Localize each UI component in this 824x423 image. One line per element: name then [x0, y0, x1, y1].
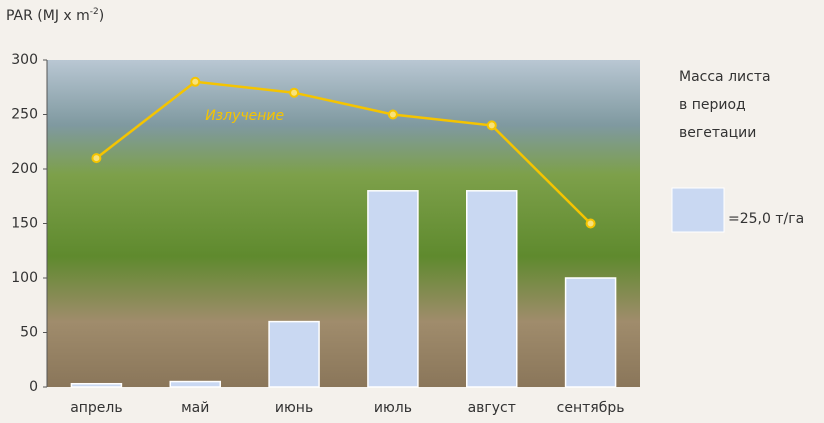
y-tick-label: 50 [20, 325, 38, 341]
y-tick-label: 150 [11, 216, 38, 232]
line-label: Излучение [205, 108, 284, 124]
line-point [92, 154, 100, 162]
bar [368, 191, 418, 387]
line-point [290, 89, 298, 97]
x-tick-label: август [468, 400, 516, 416]
y-label-main: PAR (MJ x m [6, 8, 90, 24]
chart: PAR (MJ x m-2) Масса листа в период веге… [0, 0, 824, 423]
bar [467, 191, 517, 387]
x-tick-label: июнь [275, 400, 313, 416]
legend-title: вегетации [679, 125, 756, 141]
bar [71, 384, 121, 387]
legend-title: Масса листа [679, 69, 771, 85]
line-point [488, 121, 496, 129]
x-tick-label: июль [374, 400, 412, 416]
y-axis-label: PAR (MJ x m-2) [6, 7, 104, 25]
line-point [389, 111, 397, 119]
line-point [191, 78, 199, 86]
y-tick-label: 300 [11, 52, 38, 68]
bar [566, 278, 616, 387]
x-tick-label: сентябрь [557, 400, 625, 416]
bar [269, 322, 319, 387]
legend-label: =25,0 т/га [728, 211, 804, 227]
legend-title: в период [679, 97, 746, 113]
y-tick-label: 200 [11, 161, 38, 177]
y-tick-label: 250 [11, 107, 38, 123]
plot-background [47, 60, 640, 387]
line-point [587, 220, 595, 228]
y-tick-label: 100 [11, 270, 38, 286]
page: PAR (MJ x m-2) Масса листа в период веге… [0, 0, 824, 423]
y-label-end: ) [99, 8, 104, 24]
y-tick-label: 0 [29, 379, 38, 395]
x-tick-label: апрель [70, 400, 122, 416]
y-label-sup: -2 [90, 7, 99, 17]
bar [170, 382, 220, 387]
legend-swatch [672, 188, 724, 232]
x-tick-label: май [181, 400, 209, 416]
